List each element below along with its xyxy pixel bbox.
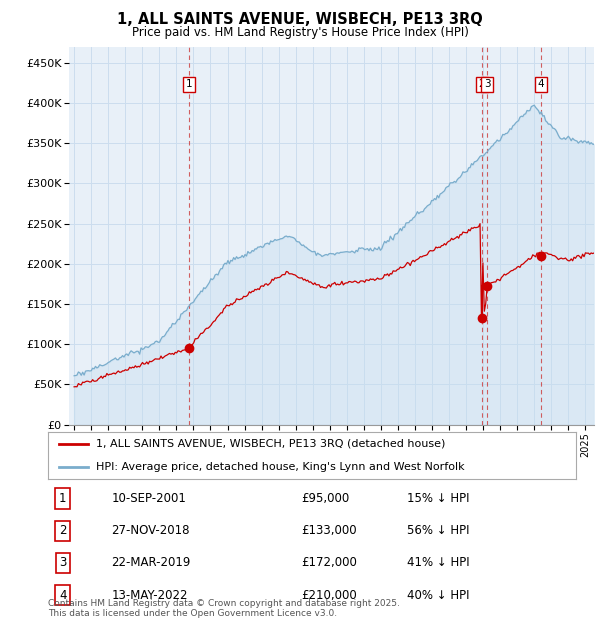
Text: 2: 2: [479, 79, 485, 89]
Text: 15% ↓ HPI: 15% ↓ HPI: [407, 492, 470, 505]
Text: 22-MAR-2019: 22-MAR-2019: [112, 557, 191, 569]
Text: 27-NOV-2018: 27-NOV-2018: [112, 525, 190, 537]
Text: £210,000: £210,000: [301, 589, 357, 601]
Text: 1: 1: [186, 79, 193, 89]
Text: 13-MAY-2022: 13-MAY-2022: [112, 589, 188, 601]
Text: 2: 2: [59, 525, 67, 537]
Text: Contains HM Land Registry data © Crown copyright and database right 2025.
This d: Contains HM Land Registry data © Crown c…: [48, 599, 400, 618]
Text: 1: 1: [59, 492, 67, 505]
Text: 3: 3: [59, 557, 67, 569]
Text: 1, ALL SAINTS AVENUE, WISBECH, PE13 3RQ (detached house): 1, ALL SAINTS AVENUE, WISBECH, PE13 3RQ …: [95, 439, 445, 449]
Text: 41% ↓ HPI: 41% ↓ HPI: [407, 557, 470, 569]
Text: 40% ↓ HPI: 40% ↓ HPI: [407, 589, 470, 601]
Text: 10-SEP-2001: 10-SEP-2001: [112, 492, 186, 505]
Text: Price paid vs. HM Land Registry's House Price Index (HPI): Price paid vs. HM Land Registry's House …: [131, 26, 469, 39]
Text: 3: 3: [484, 79, 490, 89]
Text: £172,000: £172,000: [301, 557, 358, 569]
Text: £95,000: £95,000: [301, 492, 350, 505]
Text: 4: 4: [538, 79, 544, 89]
Text: HPI: Average price, detached house, King's Lynn and West Norfolk: HPI: Average price, detached house, King…: [95, 462, 464, 472]
Text: 1, ALL SAINTS AVENUE, WISBECH, PE13 3RQ: 1, ALL SAINTS AVENUE, WISBECH, PE13 3RQ: [117, 12, 483, 27]
Text: £133,000: £133,000: [301, 525, 357, 537]
Text: 56% ↓ HPI: 56% ↓ HPI: [407, 525, 470, 537]
Text: 4: 4: [59, 589, 67, 601]
